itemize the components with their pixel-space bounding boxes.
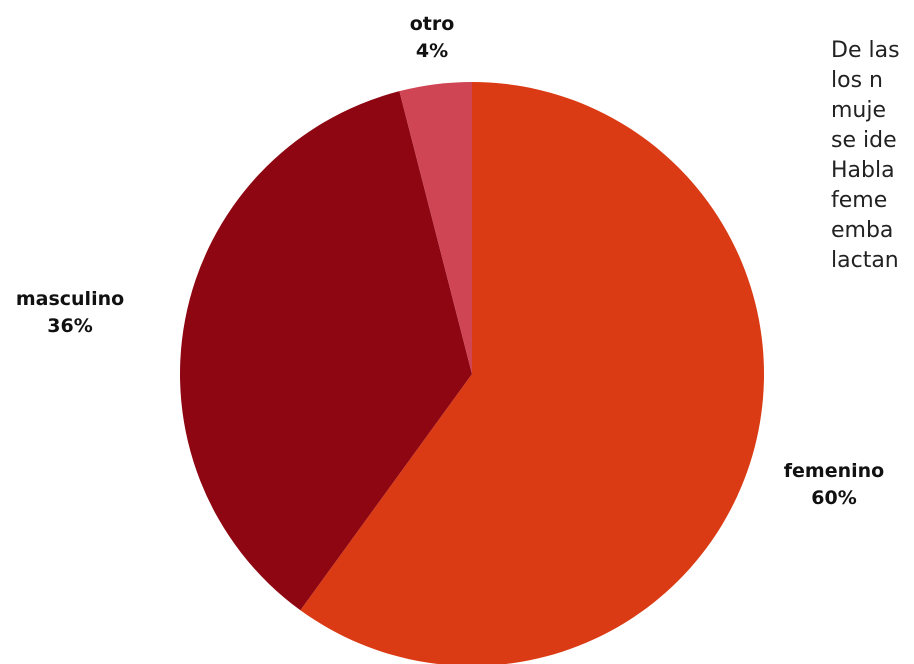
- slice-label-masculino: masculino 36%: [16, 286, 124, 340]
- pie-slice-masculino: [180, 91, 472, 611]
- slice-label-masculino-name: masculino: [15, 288, 125, 310]
- side-description-text: De las los n muje se ide Habla feme emba…: [831, 36, 914, 276]
- side-text-line: muje: [831, 98, 887, 123]
- pie-slice-femenino: [300, 82, 764, 664]
- slice-label-femenino: femenino 60%: [784, 458, 884, 512]
- slice-label-femenino-percent: 60%: [811, 487, 857, 509]
- slice-label-otro-name: otro: [409, 13, 455, 35]
- side-text-line: feme: [831, 188, 888, 213]
- slice-label-femenino-name: femenino: [783, 460, 885, 482]
- slice-label-masculino-percent: 36%: [47, 315, 93, 337]
- pie-slice-otro: [399, 82, 472, 374]
- side-text-line: emba: [831, 218, 894, 243]
- side-text-line: los n: [831, 68, 883, 93]
- side-text-line: De las: [831, 38, 900, 63]
- side-text-line: se ide: [831, 128, 897, 153]
- side-text-line: lactan: [831, 248, 899, 273]
- side-text-line: Habla: [831, 158, 895, 183]
- slice-label-otro: otro 4%: [410, 11, 455, 65]
- slice-label-otro-percent: 4%: [415, 40, 449, 62]
